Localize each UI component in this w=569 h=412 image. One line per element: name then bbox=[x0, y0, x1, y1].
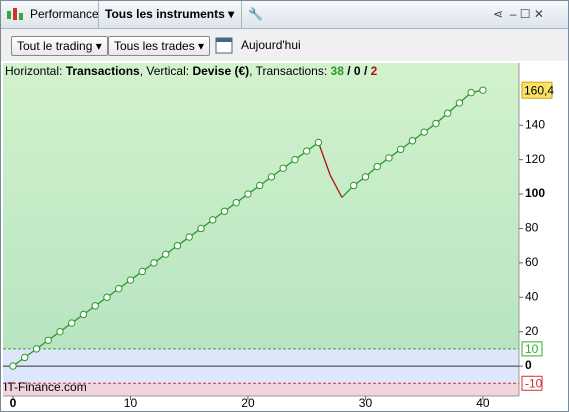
tab[interactable]: Performance bbox=[30, 7, 99, 21]
equity-segment bbox=[317, 142, 331, 176]
trade-point bbox=[244, 190, 252, 198]
threshold-box bbox=[521, 375, 543, 391]
trade-point bbox=[455, 99, 464, 107]
trade-point bbox=[291, 155, 299, 164]
label: , Vertical: bbox=[139, 64, 190, 78]
trades-select[interactable]: Tous les trades ▾ bbox=[108, 36, 211, 56]
x-tick-label: 20 bbox=[241, 396, 255, 410]
trade-point bbox=[56, 327, 64, 336]
title-bar: Performance Tous les instruments ▾ 🔧 ⋖ –… bbox=[1, 1, 568, 29]
trade-point bbox=[103, 293, 111, 301]
settings[interactable]: 🔧 bbox=[248, 7, 263, 21]
y-tick-label: 0 bbox=[525, 358, 532, 372]
trade-point bbox=[138, 267, 146, 276]
y-tick-label: 140 bbox=[525, 117, 545, 131]
x-tick-label: 40 bbox=[476, 396, 490, 410]
trade-point bbox=[9, 362, 17, 370]
trade-point bbox=[220, 207, 229, 215]
trades: Tous les trades bbox=[114, 39, 195, 53]
calendar-icon[interactable] bbox=[215, 35, 235, 55]
trade-point bbox=[420, 128, 428, 136]
wins: 38 bbox=[330, 64, 344, 78]
trade-point bbox=[173, 241, 182, 250]
y-tick-label: 40 bbox=[525, 289, 539, 303]
trade-point bbox=[361, 173, 370, 181]
y-axis-bg bbox=[519, 61, 568, 396]
plot-bg bbox=[3, 63, 519, 349]
x-tick-label: 0 bbox=[10, 396, 17, 410]
value: Devise (€) bbox=[192, 64, 250, 78]
trade-point bbox=[408, 137, 417, 145]
trade-point bbox=[373, 162, 381, 171]
loss-zone bbox=[3, 383, 519, 396]
trade-point bbox=[267, 173, 276, 181]
trade-point bbox=[185, 233, 193, 241]
trade-point bbox=[303, 147, 311, 155]
trade-point bbox=[396, 145, 405, 154]
label: Horizontal: bbox=[5, 64, 63, 78]
threshold-label: 10 bbox=[525, 342, 539, 356]
instrument: Tous les instruments bbox=[105, 7, 225, 21]
trade-point bbox=[479, 86, 487, 94]
trade-point bbox=[209, 216, 217, 224]
trade-point bbox=[197, 224, 205, 233]
trade-point bbox=[126, 276, 135, 284]
threshold-box bbox=[521, 341, 543, 357]
icon bbox=[7, 8, 23, 20]
trade-point bbox=[21, 353, 29, 362]
date[interactable]: Aujourd'hui bbox=[241, 38, 301, 52]
even: 0 bbox=[353, 64, 361, 78]
window-buttons[interactable]: ⋖ – ☐ ✕ bbox=[493, 7, 544, 21]
watermark: IT-Finance.com bbox=[4, 380, 87, 394]
sep: / bbox=[363, 64, 368, 78]
toolbar: Tout le trading ▾ Tous les trades ▾ Aujo… bbox=[1, 29, 568, 61]
trade-point bbox=[32, 345, 41, 353]
trade-point bbox=[232, 198, 240, 207]
trade-point bbox=[162, 250, 170, 258]
chart-header: Horizontal: Transactions, Vertical: Devi… bbox=[5, 64, 377, 78]
current-box bbox=[521, 81, 553, 99]
trade-point bbox=[279, 164, 287, 172]
y-tick-label: 80 bbox=[525, 221, 539, 235]
trade-point bbox=[349, 181, 358, 190]
y-tick-label: 120 bbox=[525, 152, 545, 166]
y-tick-label: 100 bbox=[525, 186, 545, 200]
trade-point bbox=[256, 181, 264, 190]
equity-segment bbox=[329, 174, 343, 198]
x-tick-label: 30 bbox=[359, 396, 373, 410]
trade-point bbox=[150, 259, 158, 267]
trade-point bbox=[115, 284, 123, 293]
label: , Transactions: bbox=[249, 64, 328, 78]
losses: 2 bbox=[370, 64, 378, 78]
trade-point bbox=[314, 138, 323, 147]
trade-point bbox=[443, 109, 452, 117]
y-tick-label: 60 bbox=[525, 255, 539, 269]
x-tick-label: 10 bbox=[124, 396, 138, 410]
threshold-label: -10 bbox=[525, 376, 543, 390]
trade-point bbox=[385, 154, 393, 162]
trade-point bbox=[432, 119, 440, 128]
scope: Tout le trading bbox=[17, 39, 93, 53]
trade-point bbox=[79, 310, 88, 319]
scope-select[interactable]: Tout le trading ▾ bbox=[11, 36, 108, 56]
trade-point bbox=[91, 302, 99, 310]
value: Transactions bbox=[65, 64, 140, 78]
trade-point bbox=[467, 88, 475, 97]
trade-point bbox=[68, 319, 76, 327]
current-label: 160,4 bbox=[524, 83, 554, 97]
instrument-select[interactable]: Tous les instruments ▾ bbox=[105, 7, 235, 21]
sep: / bbox=[347, 64, 351, 78]
y-tick-label: 20 bbox=[525, 324, 539, 338]
trade-point bbox=[44, 336, 52, 344]
